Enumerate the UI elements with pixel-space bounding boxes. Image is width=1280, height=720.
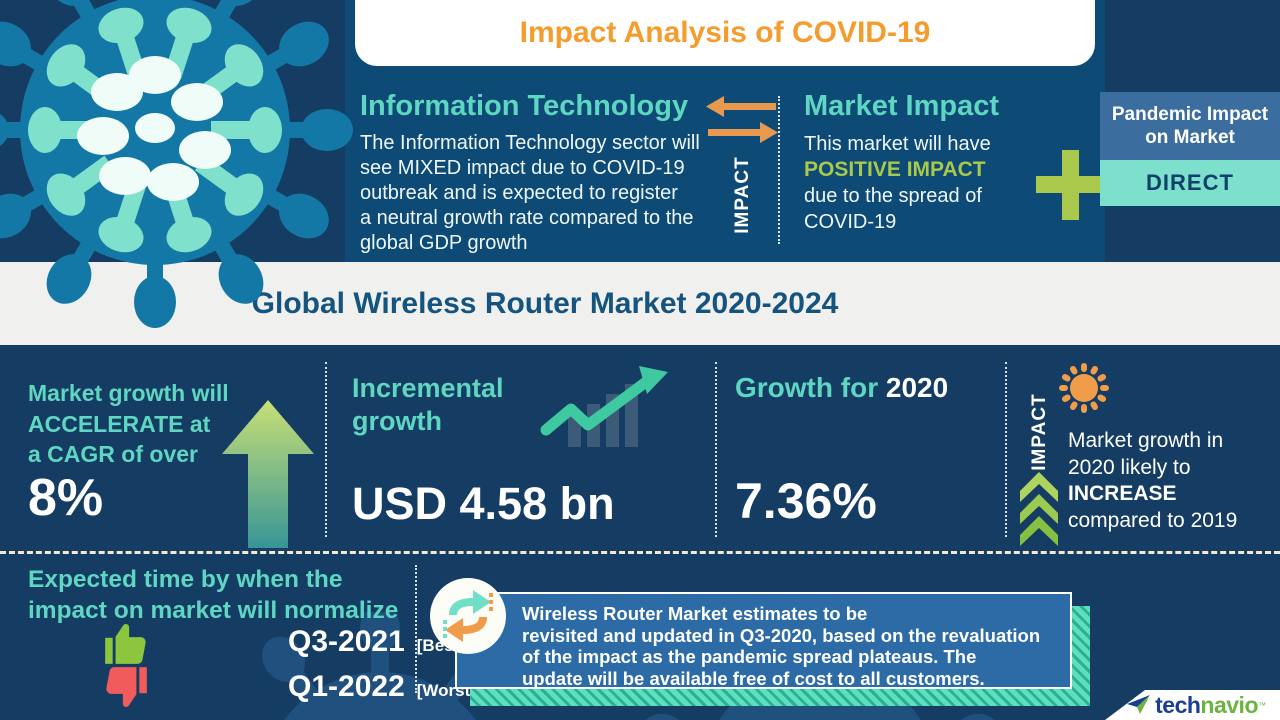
trend-chart-icon xyxy=(540,366,668,447)
thumbs-up-icon xyxy=(105,624,146,664)
it-body-line: a neutral growth rate compared to the xyxy=(360,207,694,229)
market-impact-line: due to the spread of xyxy=(804,185,982,207)
technavio-plane-icon xyxy=(1127,695,1151,714)
market-impact-heading: Market Impact xyxy=(804,90,1000,122)
cagr-label: Market growth will ACCELERATE at a CAGR … xyxy=(28,380,229,467)
callout-note: Wireless Router Market estimates to be r… xyxy=(455,592,1072,689)
growth-up-arrow-icon xyxy=(222,400,314,548)
thumbs-down-icon xyxy=(106,667,147,707)
triple-chevron-up-icon xyxy=(1020,472,1058,546)
banner-title: Impact Analysis of COVID-19 xyxy=(355,0,1095,66)
it-section-heading: Information Technology xyxy=(360,90,689,122)
market-impact-line: This market will have xyxy=(804,133,991,155)
title-band: Global Wireless Router Market 2020-2024 xyxy=(0,262,1280,345)
vertical-dotted-divider xyxy=(715,362,717,537)
pandemic-impact-badge: Pandemic Impact on Market DIRECT xyxy=(1100,92,1280,206)
virus-icon xyxy=(1059,363,1109,413)
impact-vertical-label: IMPACT xyxy=(732,156,753,234)
vertical-dotted-divider xyxy=(1005,362,1007,537)
plus-icon xyxy=(1062,150,1079,220)
market-impact-line: COVID-19 xyxy=(804,211,897,233)
impact-2020-text: Market growth in 2020 likely to INCREASE… xyxy=(1068,429,1238,532)
growth-2020-label: Growth for 2020 xyxy=(735,372,949,403)
positive-impact-highlight: POSITIVE IMPACT xyxy=(804,158,986,181)
best-case-value: Q3-2021 xyxy=(288,625,405,658)
technavio-logo: tech navio ™ xyxy=(1105,690,1280,720)
growth-2020-value: 7.36% xyxy=(735,473,877,529)
badge-value: DIRECT xyxy=(1100,160,1280,206)
it-body-line: global GDP growth xyxy=(360,232,528,254)
impact-vertical-label: IMPACT xyxy=(1029,393,1050,471)
cagr-value: 8% xyxy=(28,469,104,527)
normalize-heading: Expected time by when the impact on mark… xyxy=(28,566,399,624)
vertical-dotted-divider xyxy=(778,96,780,244)
worst-case-value: Q1-2022 xyxy=(288,670,405,703)
badge-title: Pandemic Impact on Market xyxy=(1100,92,1280,160)
dashed-divider xyxy=(0,551,1280,554)
incremental-growth-label: Incremental growth xyxy=(352,373,504,436)
it-section-body: The Information Technology sector will s… xyxy=(360,131,700,256)
refresh-update-icon xyxy=(430,578,506,654)
incremental-growth-value: USD 4.58 bn xyxy=(352,478,615,529)
vertical-dotted-divider xyxy=(325,362,327,537)
it-body-line: The Information Technology sector will xyxy=(360,132,700,154)
vertical-dotted-divider xyxy=(415,565,417,693)
increase-highlight: INCREASE xyxy=(1068,482,1177,505)
it-body-line: outbreak and is expected to register xyxy=(360,182,678,204)
market-title: Global Wireless Router Market 2020-2024 xyxy=(251,287,839,320)
exchange-arrows-icon xyxy=(706,96,778,143)
market-impact-body: This market will have POSITIVE IMPACT du… xyxy=(804,131,991,235)
it-body-line: see MIXED impact due to COVID-19 xyxy=(360,157,685,179)
